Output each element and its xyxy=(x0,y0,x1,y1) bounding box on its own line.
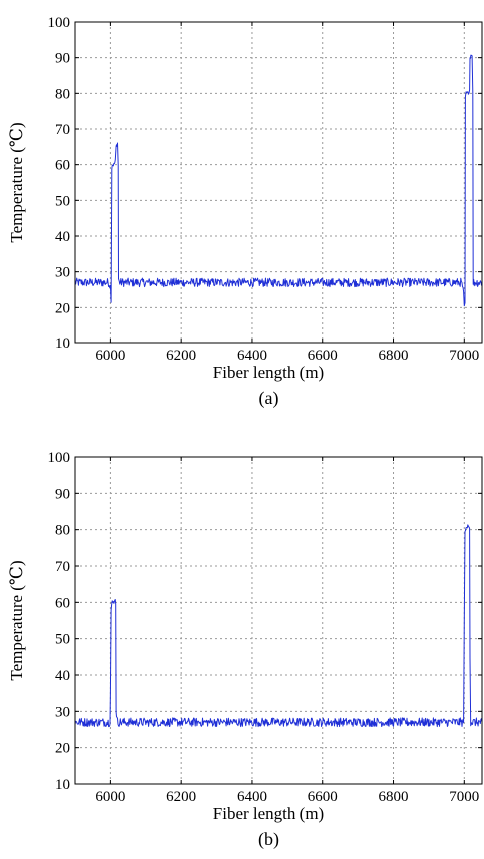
y-tick-label: 80 xyxy=(55,523,70,539)
plot-frame xyxy=(74,456,483,785)
y-tick-label: 10 xyxy=(55,336,70,352)
panel-label: (b) xyxy=(258,829,279,850)
tick-layer: 6000 6200 6400 6600 6800 7000 10 20 30 40 50 60 70 80… xyxy=(48,450,482,805)
y-tick-label: 60 xyxy=(55,158,70,174)
temperature-series-line xyxy=(74,54,483,307)
y-tick-label: 90 xyxy=(55,486,70,502)
y-tick-label: 20 xyxy=(55,300,70,316)
y-tick-label: 70 xyxy=(55,559,70,575)
x-axis-label: Fiber length (m) xyxy=(213,363,324,382)
y-axis-label: Temperature (℃) xyxy=(7,560,26,680)
x-tick-label: 6000 xyxy=(95,789,125,805)
y-tick-label: 30 xyxy=(55,704,70,720)
y-tick-label: 60 xyxy=(55,595,70,611)
x-tick-label: 6200 xyxy=(166,348,196,364)
series-layer xyxy=(74,524,483,728)
x-tick-label: 6800 xyxy=(379,789,409,805)
y-axis-label: Temperature (℃) xyxy=(7,122,26,242)
x-tick-label: 6400 xyxy=(237,348,267,364)
y-tick-label: 70 xyxy=(55,122,70,138)
y-tick-label: 10 xyxy=(55,777,70,793)
y-tick-label: 80 xyxy=(55,86,70,102)
grid-layer xyxy=(75,457,482,784)
panel-label: (a) xyxy=(259,388,279,409)
y-tick-label: 40 xyxy=(55,229,70,245)
y-tick-label: 100 xyxy=(48,450,71,466)
y-tick-label: 90 xyxy=(55,51,70,67)
chart-panel-a: 6000 6200 6400 6600 6800 7000 10 20 30 40 50 60 70 80… xyxy=(7,15,483,409)
tick-layer: 6000 6200 6400 6600 6800 7000 10 20 30 40 50 60 70 80… xyxy=(48,15,482,364)
y-tick-label: 20 xyxy=(55,741,70,757)
y-tick-label: 50 xyxy=(55,193,70,209)
x-axis-label: Fiber length (m) xyxy=(213,804,324,823)
x-tick-label: 6200 xyxy=(166,789,196,805)
temperature-series-line xyxy=(74,524,483,728)
y-tick-label: 30 xyxy=(55,265,70,281)
x-tick-label: 7000 xyxy=(449,789,479,805)
x-tick-label: 6400 xyxy=(237,789,267,805)
x-tick-label: 6800 xyxy=(379,348,409,364)
grid-layer xyxy=(75,22,482,343)
x-tick-label: 6000 xyxy=(95,348,125,364)
y-tick-label: 40 xyxy=(55,668,70,684)
series-layer xyxy=(74,54,483,307)
x-tick-label: 7000 xyxy=(449,348,479,364)
y-tick-label: 50 xyxy=(55,632,70,648)
y-tick-label: 100 xyxy=(48,15,71,31)
chart-panel-b: 6000 6200 6400 6600 6800 7000 10 20 30 40 50 60 70 80… xyxy=(7,450,483,850)
x-tick-label: 6600 xyxy=(308,348,338,364)
plot-frame xyxy=(74,21,483,344)
x-tick-label: 6600 xyxy=(308,789,338,805)
